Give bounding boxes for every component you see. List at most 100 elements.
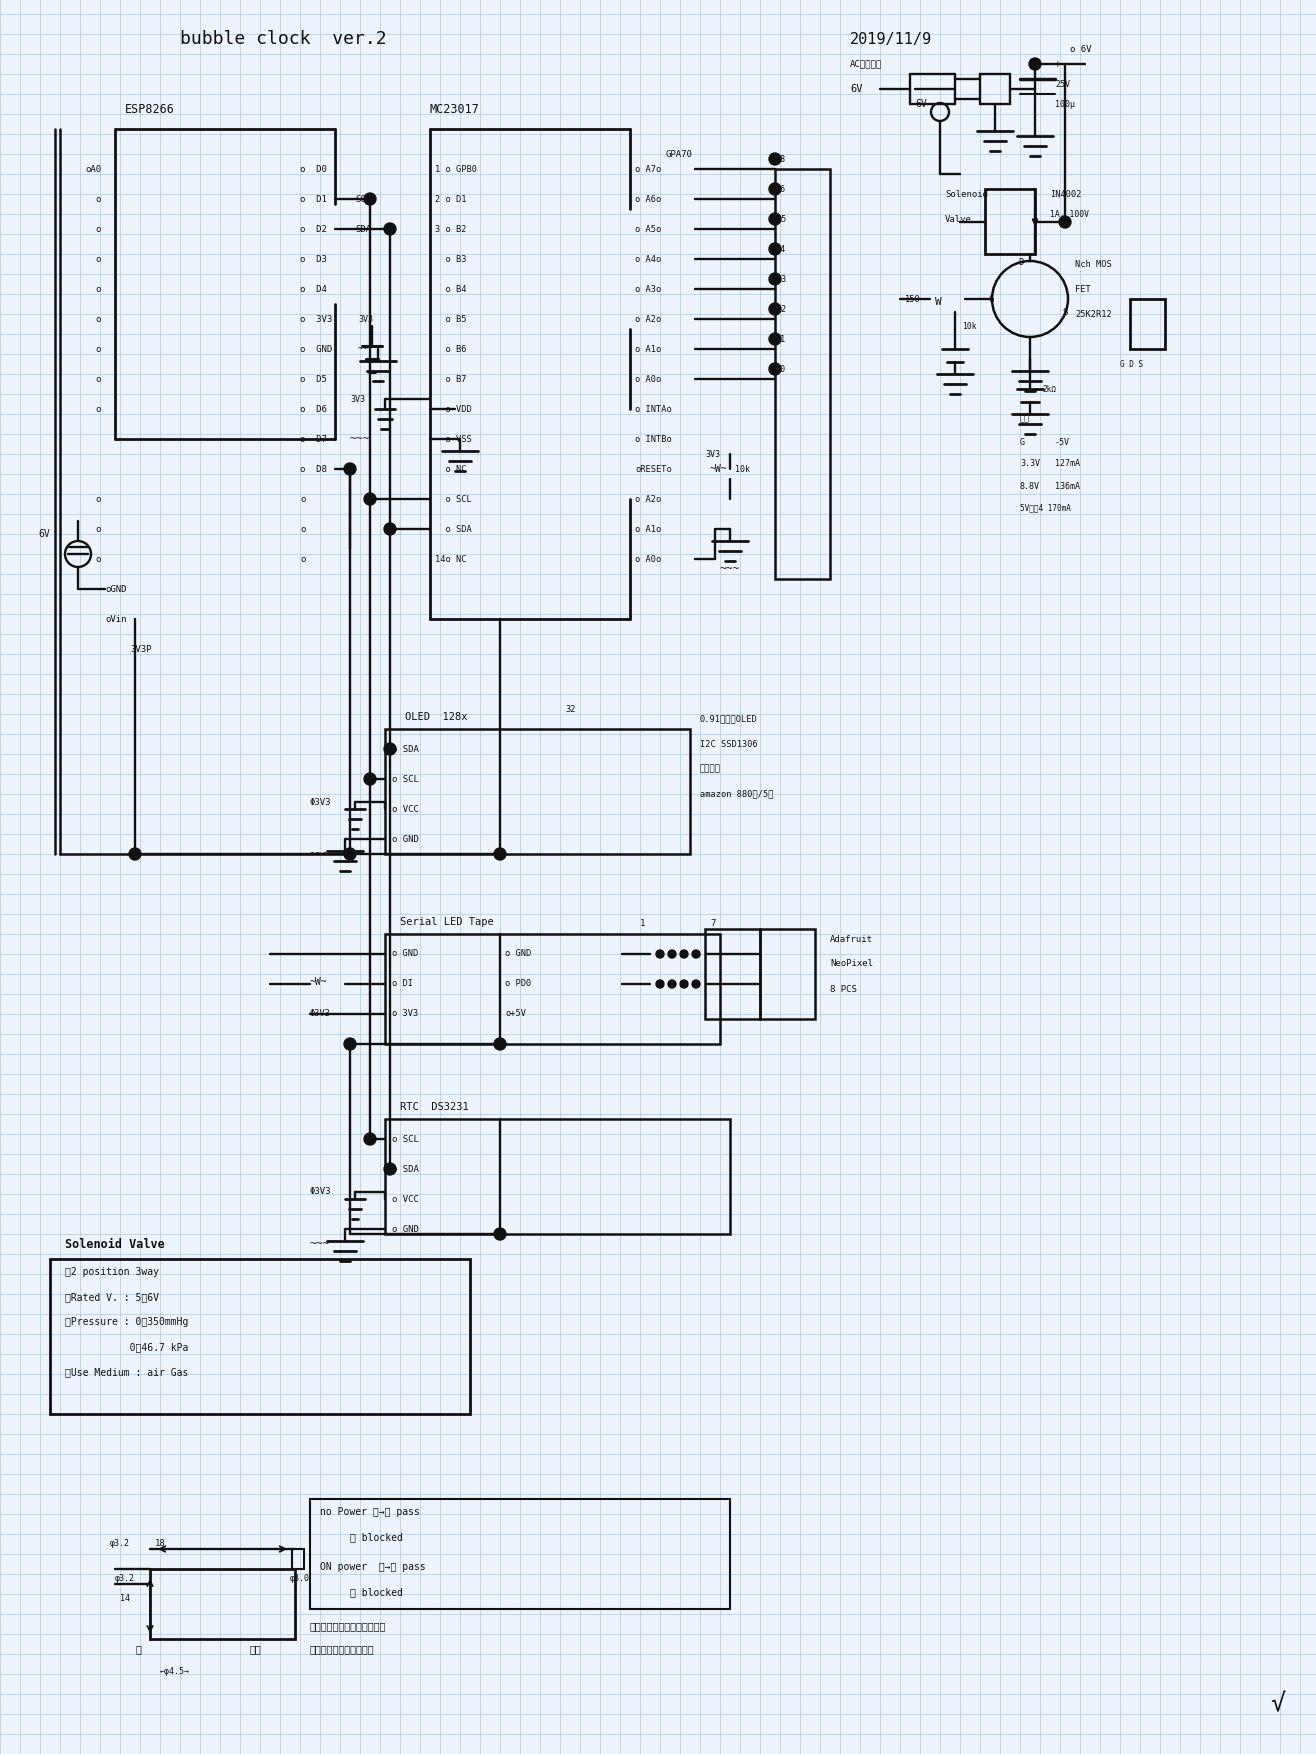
Circle shape [494, 1038, 505, 1051]
Text: 8.8V: 8.8V [1020, 482, 1040, 491]
Text: 2 o D1: 2 o D1 [436, 195, 466, 203]
Bar [386, 1119, 730, 1235]
Text: 1A, 100V: 1A, 100V [1050, 209, 1090, 219]
Text: ~~~: ~~~ [311, 849, 330, 859]
Text: OLED  128x: OLED 128x [405, 712, 467, 723]
Text: G: G [1020, 437, 1025, 447]
Text: Φ3V3: Φ3V3 [311, 1010, 332, 1019]
Text: 2: 2 [780, 305, 786, 314]
Text: o 6V: o 6V [1070, 44, 1091, 54]
Text: o DI: o DI [392, 979, 413, 989]
Text: ③ blocked: ③ blocked [350, 1587, 403, 1596]
Text: Valve: Valve [945, 214, 973, 223]
Circle shape [384, 223, 396, 235]
Bar [761, 930, 815, 1019]
Text: Φ3V3: Φ3V3 [311, 1187, 332, 1196]
Text: o VCC: o VCC [392, 1194, 418, 1203]
Text: o NC: o NC [436, 465, 466, 474]
Circle shape [655, 951, 665, 958]
Text: o A1o: o A1o [636, 344, 661, 354]
Text: o A1o: o A1o [636, 524, 661, 533]
Text: no Power ①→③ pass: no Power ①→③ pass [320, 1507, 420, 1517]
Text: FET: FET [1075, 284, 1091, 293]
Text: ②③: ②③ [250, 1643, 262, 1654]
Text: o SDA: o SDA [436, 524, 471, 533]
Circle shape [655, 980, 665, 988]
Text: o  D6: o D6 [300, 405, 326, 414]
Text: ~~~: ~~~ [311, 1238, 330, 1249]
Circle shape [680, 980, 688, 988]
Text: o: o [300, 524, 305, 533]
Text: GPA70: GPA70 [665, 149, 692, 158]
Text: 127mA: 127mA [1055, 460, 1080, 468]
Bar [984, 189, 1034, 254]
Text: NeoPixel: NeoPixel [830, 959, 873, 968]
Bar [1130, 298, 1165, 349]
Text: ②よりポチプジンへ接続: ②よりポチプジンへ接続 [311, 1643, 375, 1654]
Text: o VSS: o VSS [436, 435, 471, 444]
Text: o INTAo: o INTAo [636, 405, 671, 414]
Text: √: √ [1270, 1693, 1284, 1715]
Text: o  D3: o D3 [300, 254, 326, 263]
Text: 4: 4 [780, 244, 786, 254]
Circle shape [680, 951, 688, 958]
Text: o A6o: o A6o [636, 195, 661, 203]
Text: ・Rated V. : 5∾6V: ・Rated V. : 5∾6V [64, 1293, 159, 1301]
Text: o: o [95, 314, 100, 323]
Text: 実測: 実測 [1020, 414, 1030, 423]
Text: +: + [1055, 60, 1061, 68]
Text: G D S: G D S [1120, 360, 1144, 368]
Text: 8 PCS: 8 PCS [830, 984, 857, 993]
Circle shape [365, 493, 376, 505]
Bar [980, 74, 1009, 103]
Text: o SDA: o SDA [392, 1165, 418, 1173]
Text: 5Vで約4 170mA: 5Vで約4 170mA [1020, 503, 1071, 512]
Text: 14: 14 [120, 1594, 130, 1603]
Text: 3.3V: 3.3V [1020, 460, 1040, 468]
Bar [150, 1570, 295, 1638]
Bar [386, 730, 690, 854]
Text: IN4002: IN4002 [1050, 189, 1082, 198]
Circle shape [343, 463, 357, 475]
Text: o  GND: o GND [300, 344, 332, 354]
Text: W: W [934, 296, 942, 307]
Bar [775, 168, 830, 579]
Text: ~W~: ~W~ [311, 977, 328, 988]
Text: 100μ: 100μ [1055, 100, 1075, 109]
Text: Nch MOS: Nch MOS [1075, 260, 1112, 268]
Circle shape [343, 847, 357, 859]
Text: 0: 0 [780, 365, 786, 374]
Text: 18: 18 [155, 1540, 166, 1549]
Text: φ3.0: φ3.0 [290, 1575, 311, 1584]
Circle shape [365, 193, 376, 205]
Text: 1: 1 [640, 919, 645, 928]
Text: o A4o: o A4o [636, 254, 661, 263]
Bar [311, 1500, 730, 1608]
Text: o: o [95, 284, 100, 293]
Text: o+5V: o+5V [505, 1010, 526, 1019]
Text: φ3.2: φ3.2 [114, 1575, 136, 1584]
Text: 136mA: 136mA [1055, 482, 1080, 491]
Circle shape [769, 363, 780, 375]
Circle shape [494, 1228, 505, 1240]
Text: I2C SSD1306: I2C SSD1306 [700, 740, 758, 749]
Circle shape [769, 333, 780, 346]
Text: o PD0: o PD0 [505, 979, 532, 989]
Text: o A2o: o A2o [636, 495, 661, 503]
Text: 6V: 6V [38, 530, 50, 538]
Text: oVin: oVin [105, 614, 126, 623]
Circle shape [769, 153, 780, 165]
Text: o: o [95, 344, 100, 354]
Text: o  D7: o D7 [300, 435, 326, 444]
Text: D: D [1019, 258, 1024, 267]
Circle shape [669, 980, 676, 988]
Circle shape [769, 212, 780, 225]
Bar [292, 1549, 304, 1570]
Text: o B5: o B5 [436, 314, 466, 323]
Text: o: o [95, 225, 100, 233]
Text: o A0o: o A0o [636, 554, 661, 563]
Circle shape [343, 1038, 357, 1051]
Bar [386, 933, 720, 1044]
Text: o INTBo: o INTBo [636, 435, 671, 444]
Text: 0.91インチOLED: 0.91インチOLED [700, 714, 758, 723]
